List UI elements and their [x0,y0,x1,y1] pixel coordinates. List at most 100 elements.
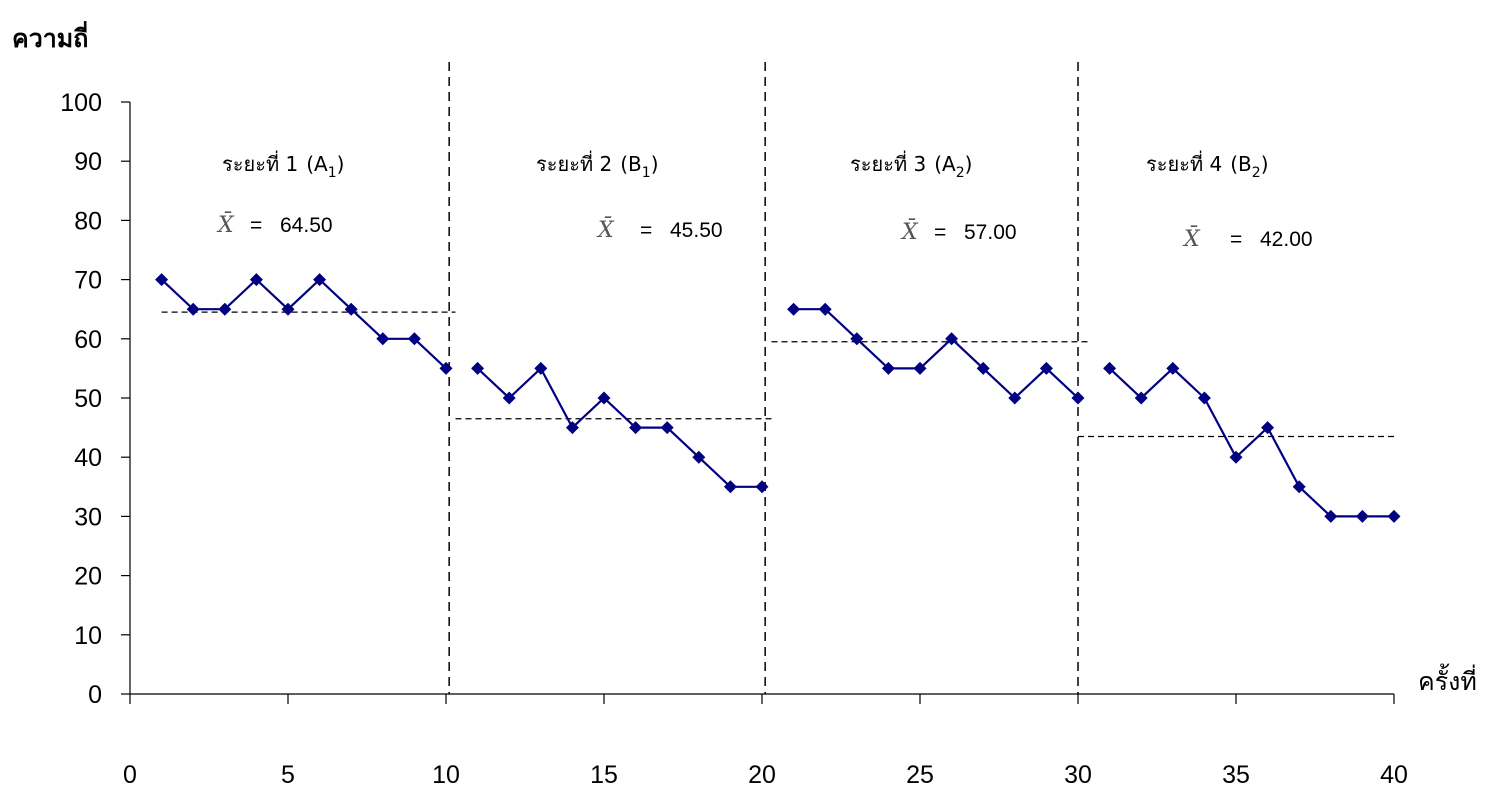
mean-value: 45.50 [670,219,723,242]
series-line [1108,366,1394,518]
series-line [476,366,762,488]
mean-value: 42.00 [1260,228,1313,251]
phase-title-label: ระยะที่ 4 [1146,150,1222,176]
series-line [793,308,1079,400]
data-point [629,421,643,435]
data-point [660,421,674,435]
y-axis-ticks: 0 10 20 30 40 50 60 70 80 90 100 [60,89,130,709]
mean-symbol: X̄ [900,218,919,245]
mean-value: 64.50 [280,214,333,237]
x-tick-label: 20 [748,761,776,789]
data-point [471,361,485,375]
data-point [1197,391,1211,405]
x-tick-label: 35 [1222,761,1250,789]
phase-title: ระยะที่ 3 (A2) [850,150,972,181]
phase-code-subscript: 2 [1252,165,1261,181]
data-point [281,302,295,316]
x-tick-label: 5 [281,761,295,789]
data-point [439,361,453,375]
data-point [976,361,990,375]
mean-equals: = [250,214,262,237]
x-tick-label: 0 [123,761,137,789]
data-point [692,450,706,464]
phase-code-open: ( [934,152,942,176]
phase-code: B [628,152,642,176]
phase-code-open: ( [306,152,314,176]
data-point [565,421,579,435]
x-tick-label: 25 [906,761,934,789]
data-point [218,302,232,316]
y-tick-label: 50 [74,385,102,413]
data-point [155,273,169,287]
phase-code-close: ) [1261,152,1269,176]
y-tick-label: 70 [74,267,102,295]
x-tick-label: 40 [1380,761,1408,789]
data-point [1229,450,1243,464]
phase-code-subscript: 1 [328,165,337,181]
series-line [160,278,447,370]
y-tick-label: 80 [74,207,102,235]
data-point [1292,480,1306,494]
data-point [1134,391,1148,405]
phase-code-open: ( [1230,152,1238,176]
x-axis-title: ครั้งที่ [1418,663,1477,696]
data-point [818,302,832,316]
y-axis-title: ความถี่ [12,21,88,53]
phase-title-label: ระยะที่ 2 [536,150,612,176]
phase-title: ระยะที่ 2 (B1) [536,150,659,181]
y-tick-label: 0 [88,681,102,709]
phase-title: ระยะที่ 4 (B2) [1146,150,1269,181]
data-point [376,332,390,346]
data-point [850,332,864,346]
data-point [1071,391,1085,405]
data-point [913,361,927,375]
phase-title-label: ระยะที่ 1 [222,150,298,176]
data-point [1166,361,1180,375]
phase-code-close: ) [965,152,973,176]
y-tick-label: 10 [74,622,102,650]
mean-symbol: X̄ [216,211,235,238]
data-point [1103,361,1117,375]
y-tick-label: 40 [74,444,102,472]
data-point [881,361,895,375]
data-point [1039,361,1053,375]
phase-code-subscript: 2 [956,165,965,181]
data-series [155,273,1401,523]
y-tick-label: 20 [74,563,102,591]
data-point [787,302,801,316]
y-tick-label: 100 [60,89,102,117]
y-tick-label: 90 [74,148,102,176]
phase-code: A [314,152,328,176]
phase-code-close: ) [337,152,345,176]
data-point [1008,391,1022,405]
data-point [945,332,959,346]
data-point [313,273,327,287]
data-point [407,332,421,346]
data-point [186,302,200,316]
data-point [344,302,358,316]
mean-equals: = [640,219,652,242]
data-point [534,361,548,375]
mean-equals: = [1230,228,1242,251]
phase-title-label: ระยะที่ 3 [850,150,926,176]
x-tick-label: 30 [1064,761,1092,789]
mean-symbol: X̄ [1182,225,1201,252]
y-tick-label: 30 [74,503,102,531]
y-tick-label: 60 [74,326,102,354]
phase-code-subscript: 1 [642,165,651,181]
data-point [1355,509,1369,523]
mean-equals: = [934,221,946,244]
phase-title: ระยะที่ 1 (A1) [222,150,344,181]
x-tick-label: 10 [432,761,460,789]
x-tick-label: 15 [590,761,618,789]
data-point [723,480,737,494]
phase-dividers [448,62,1079,694]
data-point [249,273,263,287]
data-point [1387,509,1401,523]
x-axis-ticks: 0 5 10 15 20 25 30 35 40 [123,694,1408,789]
mean-value: 57.00 [964,221,1017,244]
phase-code: B [1238,152,1252,176]
mean-symbol: X̄ [596,216,615,243]
